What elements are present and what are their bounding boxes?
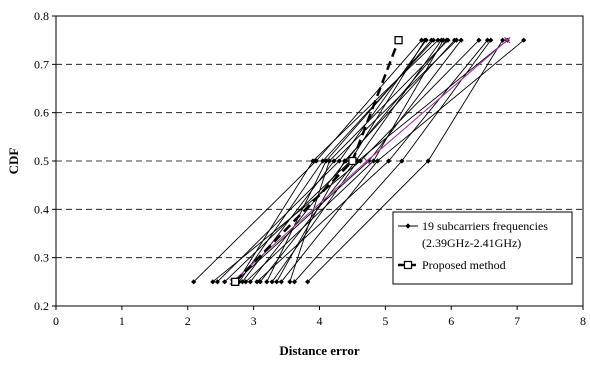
- y-tick-label: 0.3: [34, 251, 49, 265]
- x-tick-label: 8: [580, 314, 586, 328]
- subcarrier-point: [341, 158, 348, 164]
- y-tick-label: 0.4: [34, 202, 49, 216]
- subcarrier-point: [451, 37, 458, 43]
- subcarrier-point: [323, 158, 329, 164]
- subcarrier-point: [445, 37, 451, 43]
- subcarrier-point: [305, 279, 311, 285]
- legend-box: [392, 211, 573, 285]
- subcarrier-point: [484, 37, 491, 43]
- subcarrier-point: [458, 37, 464, 43]
- subcarrier-point: [425, 158, 431, 164]
- x-tick-label: 5: [382, 314, 388, 328]
- legend-label-proposed: Proposed method: [422, 258, 506, 272]
- subcarrier-point: [243, 279, 249, 285]
- subcarrier-point: [331, 158, 337, 164]
- plot-area: [191, 36, 527, 286]
- subcarrier-point: [210, 279, 216, 285]
- subcarrier-point: [278, 279, 284, 285]
- subcarrier-point: [269, 279, 275, 285]
- legend-marker-square: [403, 260, 413, 270]
- legend-label-subcarriers: 19 subcarriers frequencies: [422, 219, 548, 233]
- y-tick-label: 0.8: [34, 9, 49, 23]
- x-axis-title: Distance error: [279, 343, 359, 358]
- y-tick-label: 0.5: [34, 154, 49, 168]
- subcarrier-point: [386, 158, 392, 164]
- subcarrier-point: [500, 37, 506, 43]
- subcarrier-point: [257, 279, 263, 285]
- y-tick-label: 0.7: [34, 57, 49, 71]
- proposed-method-point: [394, 36, 403, 45]
- subcarrier-point: [521, 37, 527, 43]
- x-tick-label: 7: [514, 314, 520, 328]
- subcarrier-point: [287, 279, 293, 285]
- highlighted-point: [363, 157, 371, 165]
- subcarrier-point: [239, 279, 246, 285]
- subcarrier-point: [254, 279, 260, 285]
- proposed-method-point: [231, 277, 240, 286]
- legend-label-subcarriers-range: (2.39GHz-2.41GHz): [422, 236, 521, 250]
- subcarrier-point: [247, 279, 253, 285]
- x-tick-label: 6: [448, 314, 454, 328]
- subcarrier-point: [191, 279, 197, 285]
- subcarrier-point: [428, 37, 435, 43]
- subcarrier-point: [374, 158, 381, 164]
- legend-marker-diamond: [405, 223, 411, 229]
- subcarrier-point: [476, 37, 482, 43]
- grid-lines: [56, 63, 583, 259]
- highlighted-point: [503, 36, 511, 44]
- proposed-method-point: [348, 156, 357, 166]
- subcarrier-point: [336, 158, 342, 164]
- subcarrier-point: [291, 279, 298, 285]
- x-tick-label: 0: [53, 314, 59, 328]
- subcarrier-point: [274, 279, 280, 285]
- subcarrier-point: [264, 279, 270, 285]
- y-tick-labels: 0.2 0.3 0.4 0.5 0.6 0.7 0.8: [34, 9, 56, 313]
- x-tick-label: 2: [185, 314, 191, 328]
- subcarrier-point: [222, 279, 228, 285]
- x-tick-label: 4: [317, 314, 323, 328]
- subcarrier-point: [422, 37, 428, 43]
- y-tick-label: 0.6: [34, 106, 49, 120]
- y-tick-label: 0.2: [34, 299, 49, 313]
- subcarrier-point: [310, 158, 316, 164]
- legend: 19 subcarriers frequencies (2.39GHz-2.41…: [392, 211, 573, 285]
- x-tick-label: 1: [119, 314, 125, 328]
- subcarrier-point: [357, 158, 363, 164]
- x-tick-labels: 0 1 2 3 4 5 6 7 8: [53, 306, 586, 328]
- subcarrier-point: [399, 158, 405, 164]
- subcarrier-point: [370, 158, 377, 164]
- subcarrier-point: [419, 37, 425, 43]
- subcarrier-point: [440, 37, 446, 43]
- x-tick-label: 3: [251, 314, 257, 328]
- y-axis-title: CDF: [6, 148, 21, 175]
- subcarrier-point: [488, 37, 494, 43]
- subcarrier-point: [326, 158, 332, 164]
- subcarrier-point: [435, 37, 441, 43]
- subcarrier-point: [320, 158, 326, 164]
- subcarrier-point: [214, 279, 220, 285]
